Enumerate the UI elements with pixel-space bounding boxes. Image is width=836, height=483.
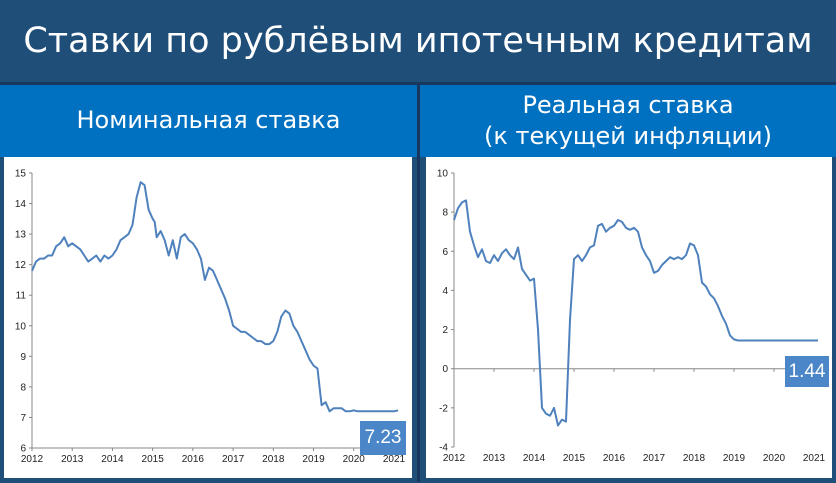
- right-panel-header: Реальная ставка (к текущей инфляции): [420, 85, 836, 157]
- real-rate-chart: -4 -2 0 2 4 6 8 10 2012 2013 2014 2015 2016 2017 2018 2…: [426, 157, 832, 478]
- nominal-latest-badge: 7.23: [360, 421, 406, 455]
- real-y-tick-label: 10: [437, 169, 449, 180]
- nominal-x-tick-label: 2020: [343, 454, 366, 465]
- nominal-series-line-0: [31, 181, 399, 413]
- real-y-tick-label: -4: [439, 443, 448, 454]
- real-y-tick-label: 2: [442, 325, 448, 336]
- panel-divider: [417, 82, 420, 482]
- real-y-tick-label: 4: [442, 286, 448, 297]
- nominal-y-tick-label: 8: [20, 382, 26, 393]
- real-x-tick-label: 2019: [723, 453, 746, 464]
- real-y-tick-label: 0: [442, 364, 448, 375]
- nominal-rate-svg: 6 7 8 9 10 11 12 13 14 15 2012 2013 2014 2015 2016 2017…: [15, 169, 406, 466]
- real-y-tick-label: -2: [439, 403, 448, 414]
- nominal-y-tick-label: 15: [15, 169, 27, 180]
- nominal-y-tick-label: 13: [15, 230, 27, 241]
- nominal-x-tick-label: 2017: [222, 454, 245, 465]
- real-x-tick-label: 2016: [603, 453, 626, 464]
- nominal-x-tick-label: 2021: [383, 454, 406, 465]
- nominal-y-tick-label: 7: [20, 413, 26, 424]
- nominal-y-tick-label: 6: [20, 444, 26, 455]
- nominal-y-tick-label: 14: [15, 199, 27, 210]
- real-x-tick-label: 2015: [563, 453, 586, 464]
- nominal-y-tick-label: 12: [15, 260, 27, 271]
- real-x-tick-label: 2020: [763, 453, 786, 464]
- real-y-tick-label: 6: [442, 247, 448, 258]
- left-panel-header: Номинальная ставка: [0, 85, 417, 157]
- nominal-y-tick-label: 10: [15, 321, 27, 332]
- real-series-line-0: [453, 199, 818, 427]
- real-x-tick-label: 2017: [643, 453, 666, 464]
- real-latest-badge: 1.44: [785, 356, 829, 387]
- nominal-x-tick-label: 2019: [302, 454, 325, 465]
- real-x-tick-label: 2018: [683, 453, 706, 464]
- real-y-tick-label: 8: [442, 208, 448, 219]
- right-header-line1: Реальная ставка: [522, 90, 734, 119]
- left-header-label: Номинальная ставка: [76, 106, 341, 135]
- nominal-y-tick-label: 11: [16, 291, 27, 302]
- real-rate-svg: -4 -2 0 2 4 6 8 10 2012 2013 2014 2015 2016 2017 2018 2…: [437, 169, 826, 465]
- real-x-tick-label: 2021: [803, 453, 826, 464]
- nominal-rate-chart: 6 7 8 9 10 11 12 13 14 15 2012 2013 2014 2015 2016 2017…: [4, 157, 412, 478]
- real-x-tick-label: 2012: [443, 453, 466, 464]
- nominal-x-tick-label: 2012: [21, 454, 44, 465]
- real-x-tick-label: 2014: [523, 453, 546, 464]
- nominal-x-tick-label: 2013: [61, 454, 84, 465]
- nominal-x-tick-label: 2014: [101, 454, 124, 465]
- nominal-x-tick-label: 2015: [142, 454, 165, 465]
- real-x-tick-label: 2013: [483, 453, 506, 464]
- right-header-line2: (к текущей инфляции): [483, 122, 772, 150]
- nominal-y-tick-label: 9: [20, 352, 26, 363]
- nominal-x-tick-label: 2018: [262, 454, 285, 465]
- nominal-x-tick-label: 2016: [182, 454, 205, 465]
- page-title: Ставки по рублёвым ипотечным кредитам: [0, 0, 836, 82]
